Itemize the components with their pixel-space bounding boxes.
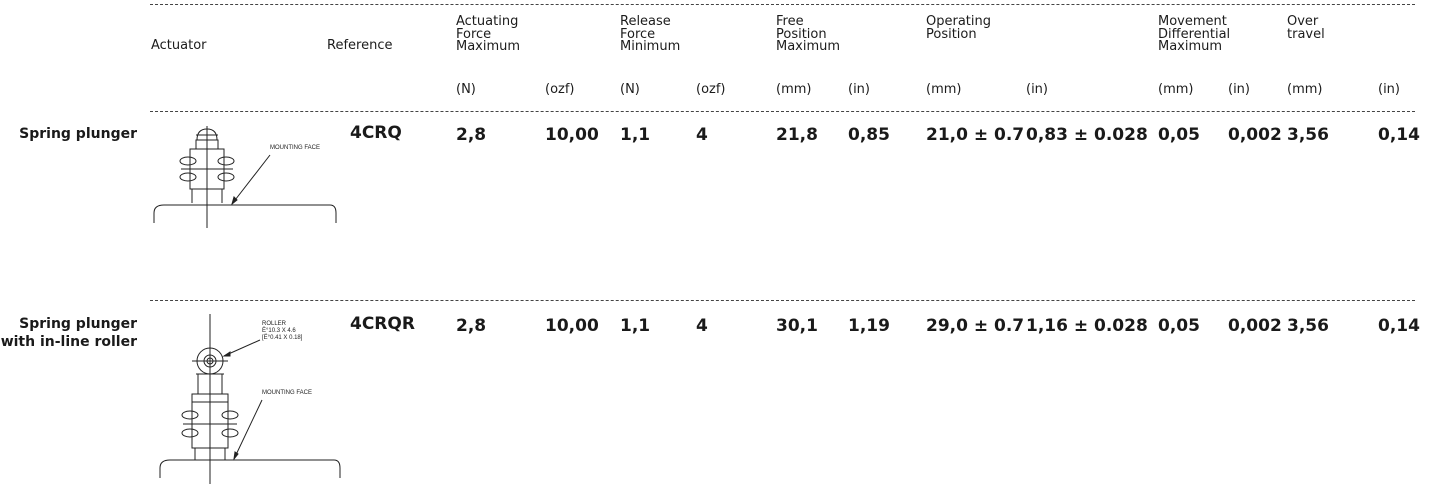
unit-actuating-n: (N) xyxy=(456,82,476,97)
reference-value: 4CRQ xyxy=(350,123,402,143)
reference-value: 4CRQR xyxy=(350,314,415,334)
cell-operating-mm: 29,0 ± 0.7 xyxy=(926,316,1025,336)
header-reference: Reference xyxy=(327,38,393,53)
unit-free-in: (in) xyxy=(848,82,870,97)
cell-free-in: 1,19 xyxy=(848,316,890,336)
cell-movement-mm: 0,05 xyxy=(1158,125,1200,145)
cell-release-ozf: 4 xyxy=(696,125,708,145)
cell-free-in: 0,85 xyxy=(848,125,890,145)
unit-free-mm: (mm) xyxy=(776,82,812,97)
cell-operating-mm: 21,0 ± 0.7 xyxy=(926,125,1025,145)
header-movement-differential: Movement Differential Maximum xyxy=(1158,14,1231,54)
unit-release-ozf: (ozf) xyxy=(696,82,726,97)
cell-release-n: 1,1 xyxy=(620,316,651,336)
roller-dim-in-label: [Ë°0.41 X 0.18] xyxy=(262,334,303,341)
unit-overtravel-mm: (mm) xyxy=(1287,82,1323,97)
cell-overtravel-mm: 3,56 xyxy=(1287,125,1329,145)
cell-actuating-ozf: 10,00 xyxy=(545,125,599,145)
mounting-face-label: MOUNTING FACE xyxy=(262,390,312,396)
cell-actuating-n: 2,8 xyxy=(456,316,487,336)
cell-release-ozf: 4 xyxy=(696,316,708,336)
row-rule xyxy=(150,300,1415,301)
roller-dim-mm-label: Ë°10.3 X 4.6 xyxy=(262,327,296,334)
cell-release-n: 1,1 xyxy=(620,125,651,145)
unit-movement-in: (in) xyxy=(1228,82,1250,97)
unit-operating-mm: (mm) xyxy=(926,82,962,97)
mounting-face-label: MOUNTING FACE xyxy=(270,145,320,151)
unit-overtravel-in: (in) xyxy=(1378,82,1400,97)
roller-plunger-drawing: ROLLER Ë°10.3 X 4.6 [Ë°0.41 X 0.18] MOUN… xyxy=(159,314,341,484)
header-over-travel: Over travel xyxy=(1287,14,1325,42)
spring-plunger-drawing: MOUNTING FACE xyxy=(153,126,337,228)
cell-movement-mm: 0,05 xyxy=(1158,316,1200,336)
top-rule xyxy=(150,4,1415,5)
unit-movement-mm: (mm) xyxy=(1158,82,1194,97)
cell-operating-in: 1,16 ± 0.028 xyxy=(1026,316,1148,336)
cell-overtravel-in: 0,14 xyxy=(1378,125,1420,145)
header-rule xyxy=(150,111,1415,112)
unit-operating-in: (in) xyxy=(1026,82,1048,97)
header-free-position: Free Position Maximum xyxy=(776,14,841,54)
row-label: Spring plunger with in-line roller xyxy=(0,316,137,350)
cell-operating-in: 0,83 ± 0.028 xyxy=(1026,125,1148,145)
header-actuating-force: Actuating Force Maximum xyxy=(456,14,521,54)
cell-overtravel-in: 0,14 xyxy=(1378,316,1420,336)
roller-label: ROLLER xyxy=(262,321,287,327)
unit-actuating-ozf: (ozf) xyxy=(545,82,575,97)
row-label: Spring plunger xyxy=(19,126,137,142)
cell-movement-in: 0,002 xyxy=(1228,125,1282,145)
header-release-force: Release Force Minimum xyxy=(620,14,681,54)
header-actuator: Actuator xyxy=(151,38,207,53)
cell-actuating-ozf: 10,00 xyxy=(545,316,599,336)
cell-free-mm: 21,8 xyxy=(776,125,818,145)
cell-overtravel-mm: 3,56 xyxy=(1287,316,1329,336)
header-operating-position: Operating Position xyxy=(926,14,991,42)
cell-free-mm: 30,1 xyxy=(776,316,818,336)
cell-actuating-n: 2,8 xyxy=(456,125,487,145)
cell-movement-in: 0,002 xyxy=(1228,316,1282,336)
unit-release-n: (N) xyxy=(620,82,640,97)
